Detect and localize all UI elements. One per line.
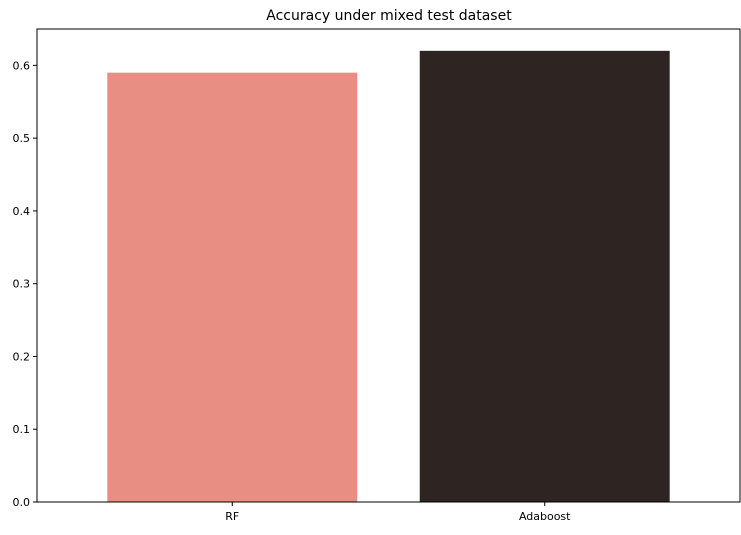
chart-title: Accuracy under mixed test dataset	[266, 8, 512, 24]
x-tick-label: RF	[225, 510, 239, 523]
y-tick-label: 0.6	[13, 59, 31, 72]
y-tick-label: 0.4	[13, 205, 31, 218]
x-axis: RF Adaboost	[225, 502, 571, 523]
y-tick-label: 0.2	[13, 350, 31, 363]
x-tick-label: Adaboost	[519, 510, 571, 523]
bar-adaboost	[419, 50, 670, 502]
y-tick-label: 0.3	[13, 278, 31, 291]
y-tick-label: 0.0	[13, 496, 31, 509]
bars-layer	[107, 50, 670, 503]
plot-frame	[36, 28, 741, 503]
y-axis: 0.0 0.1 0.2 0.3 0.4 0.5 0.6	[13, 59, 37, 509]
y-tick-label: 0.5	[13, 132, 31, 145]
y-tick-label: 0.1	[13, 423, 31, 436]
bar-rf	[107, 72, 358, 503]
